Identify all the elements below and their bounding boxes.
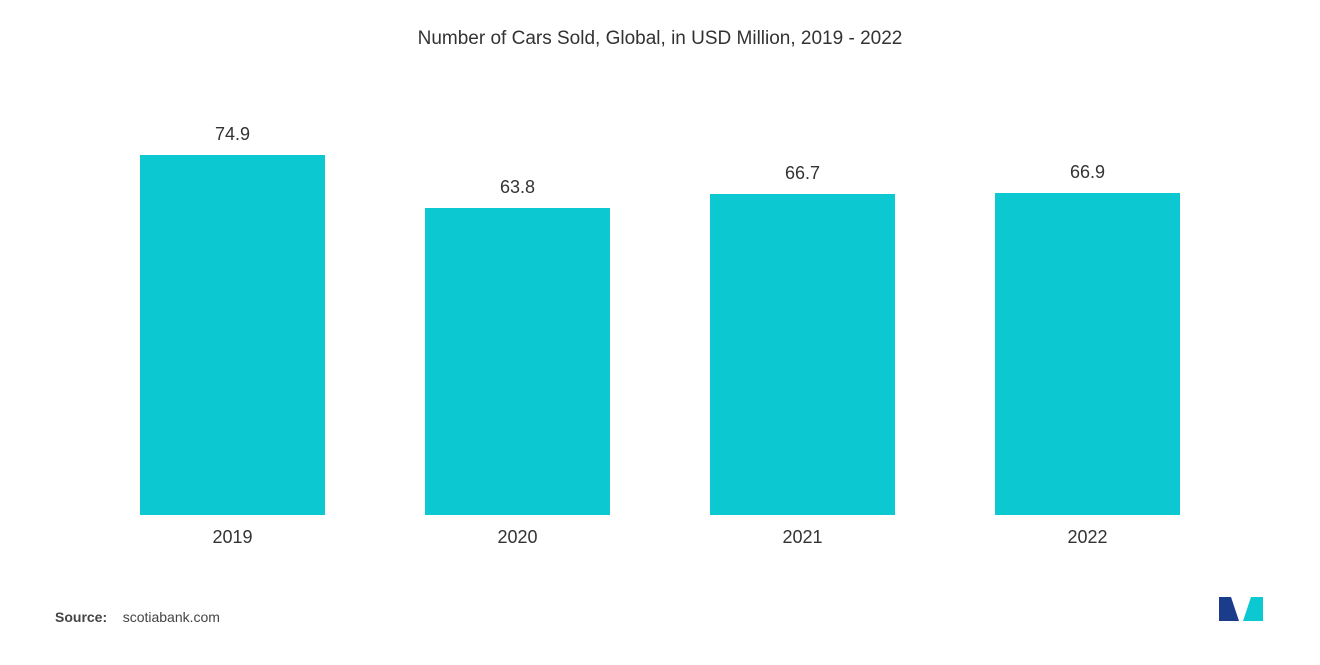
x-axis-label: 2019	[90, 527, 375, 548]
x-axis-label: 2020	[375, 527, 660, 548]
bar-value-label: 63.8	[500, 177, 535, 198]
bar	[995, 193, 1180, 515]
bar-group: 74.9	[90, 124, 375, 515]
x-axis-label: 2022	[945, 527, 1230, 548]
brand-logo-icon	[1217, 593, 1265, 625]
bar-value-label: 66.7	[785, 163, 820, 184]
source-label: Source:	[55, 609, 107, 625]
bar-group: 66.7	[660, 163, 945, 515]
bar-group: 63.8	[375, 177, 660, 515]
source-citation: Source: scotiabank.com	[55, 609, 220, 625]
logo-shape-right	[1243, 597, 1263, 621]
bar	[425, 208, 610, 515]
chart-container: Number of Cars Sold, Global, in USD Mill…	[0, 0, 1320, 665]
chart-title: Number of Cars Sold, Global, in USD Mill…	[50, 28, 1270, 50]
x-axis: 2019 2020 2021 2022	[50, 527, 1270, 548]
bar	[140, 155, 325, 515]
x-axis-label: 2021	[660, 527, 945, 548]
source-value: scotiabank.com	[123, 609, 220, 625]
bar-group: 66.9	[945, 162, 1230, 515]
plot-area: 74.9 63.8 66.7 66.9	[50, 110, 1270, 515]
bar-value-label: 74.9	[215, 124, 250, 145]
logo-shape-left	[1219, 597, 1239, 621]
bar-value-label: 66.9	[1070, 162, 1105, 183]
bar	[710, 194, 895, 515]
footer: Source: scotiabank.com	[50, 593, 1270, 625]
